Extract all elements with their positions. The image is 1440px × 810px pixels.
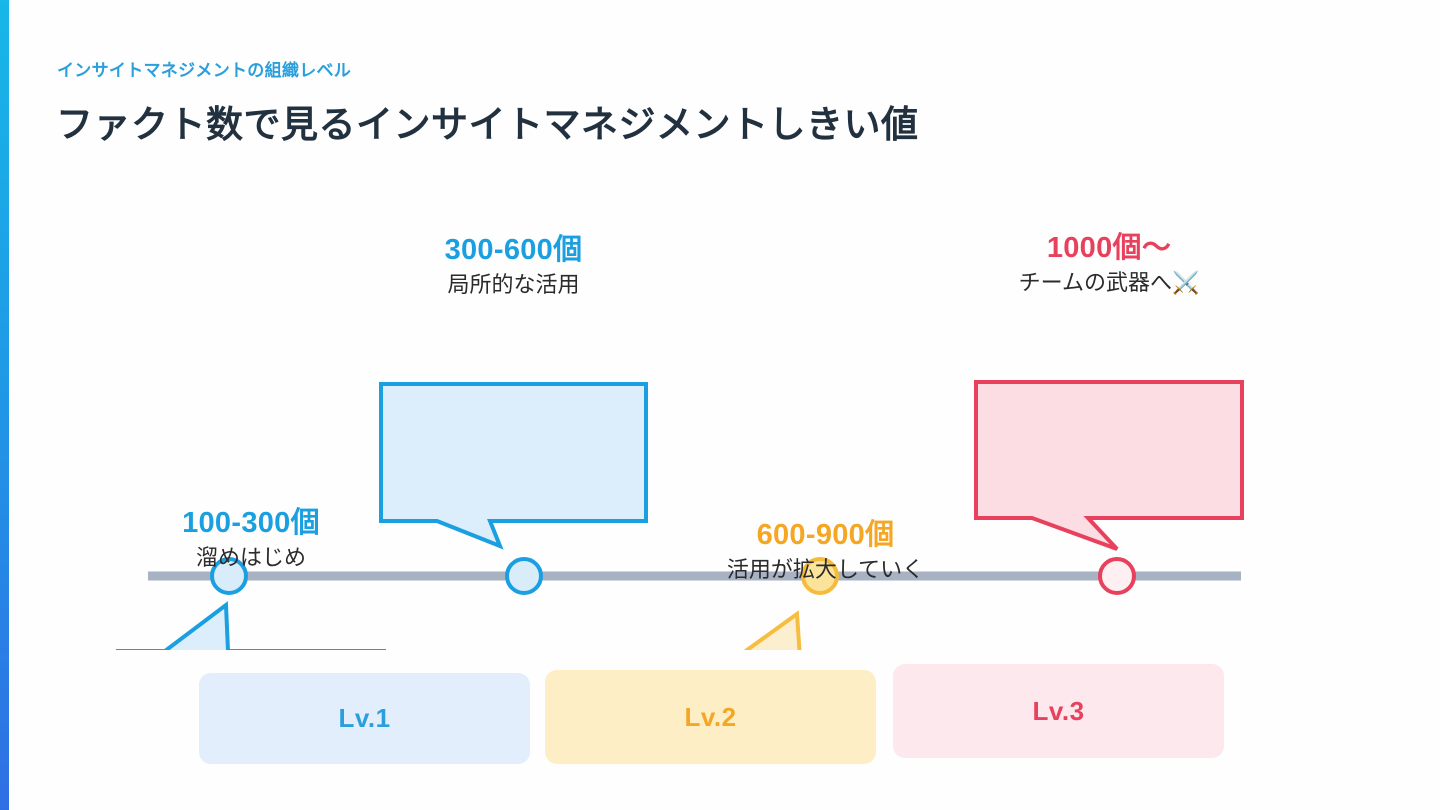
- timeline-diagram: 100-300個 溜めはじめ 300-600個 局所的な活用 600-900個 …: [0, 180, 1440, 650]
- callout-bubble-4: [974, 380, 1244, 551]
- level-chip-3-label: Lv.3: [1032, 695, 1085, 726]
- level-chip-2[interactable]: Lv.2: [545, 670, 876, 764]
- page-title: ファクト数で見るインサイトマネジメントしきい値: [56, 104, 919, 145]
- level-chip-1[interactable]: Lv.1: [199, 673, 530, 764]
- timeline-dot-3[interactable]: [801, 557, 839, 595]
- callout-bubble-2: [379, 382, 648, 550]
- level-chip-1-label: Lv.1: [338, 703, 391, 733]
- level-chip-2-label: Lv.2: [684, 701, 737, 732]
- callout-bubble-1: [116, 601, 386, 650]
- eyebrow-label: インサイトマネジメントの組織レベル: [57, 61, 352, 80]
- left-accent-bar: [0, 0, 9, 810]
- timeline-dot-1[interactable]: [210, 557, 248, 595]
- callout-bubble-3: [743, 610, 802, 650]
- timeline-dot-4[interactable]: [1098, 557, 1136, 595]
- timeline-graphics: [116, 380, 1244, 650]
- level-chip-3[interactable]: Lv.3: [893, 664, 1224, 758]
- timeline-dot-2[interactable]: [505, 557, 543, 595]
